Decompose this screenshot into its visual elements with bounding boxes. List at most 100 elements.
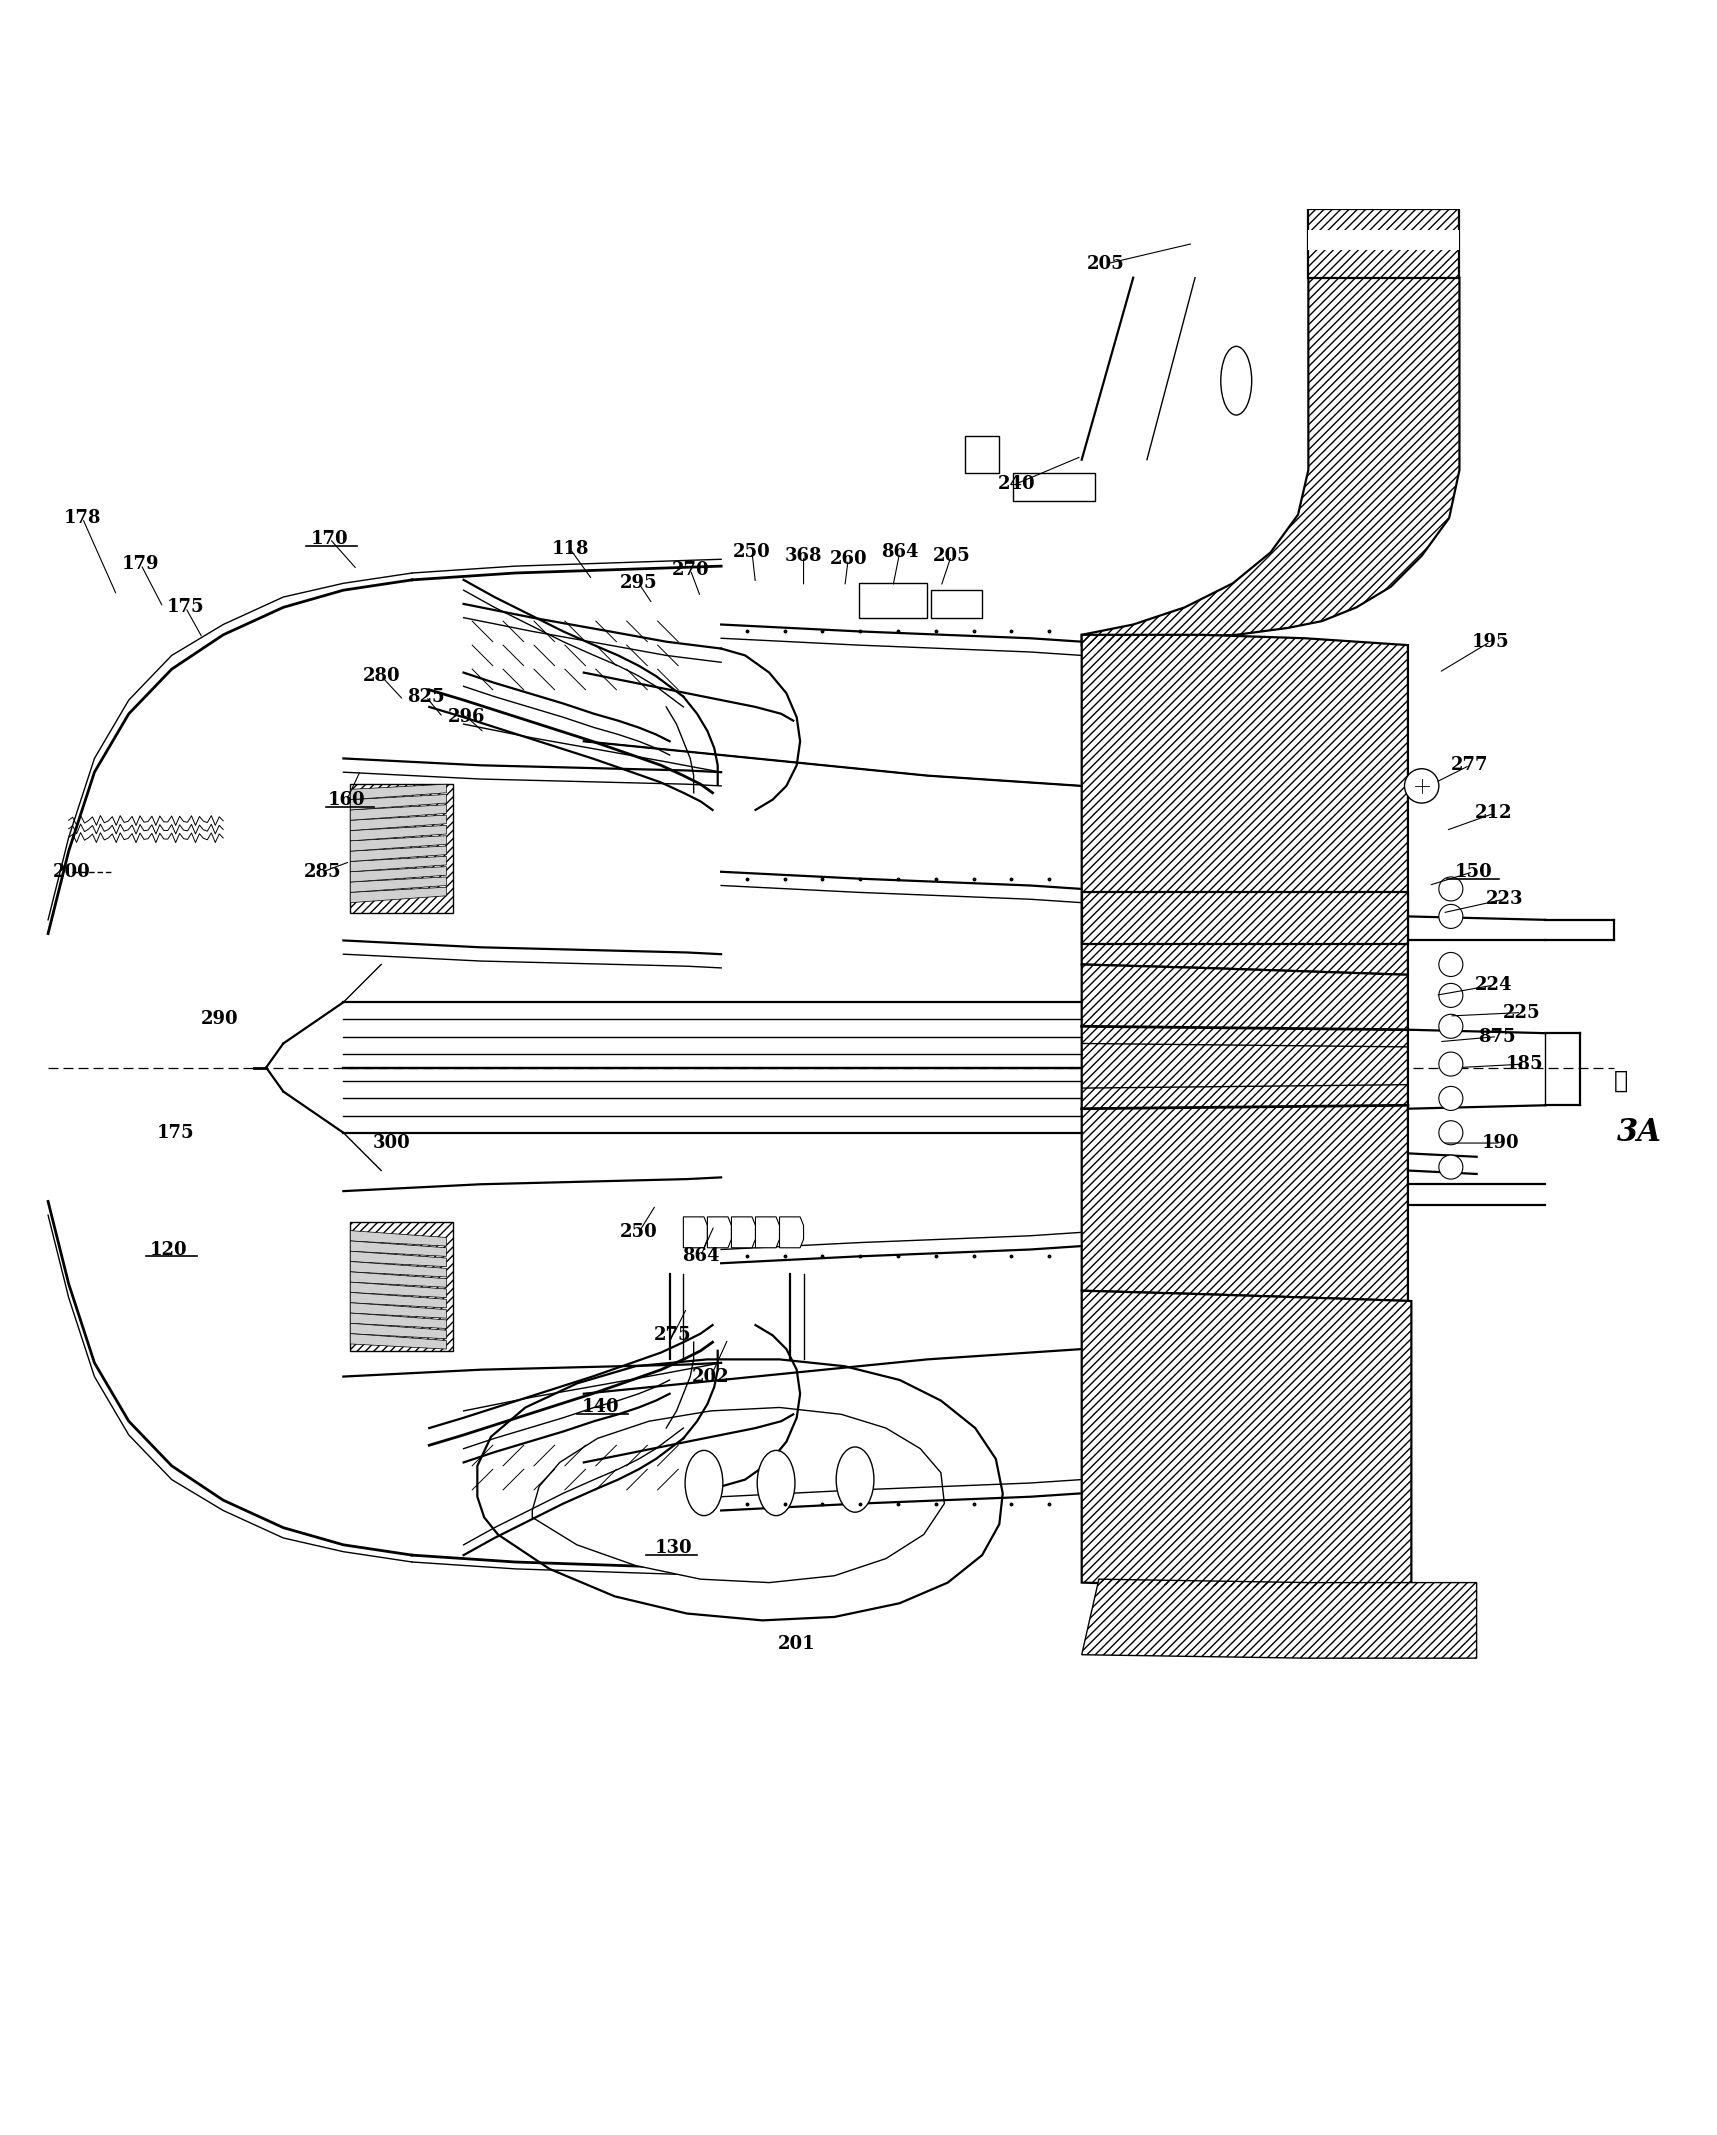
Text: 图: 图	[1614, 1070, 1628, 1093]
Bar	[350, 1221, 453, 1351]
Circle shape	[1405, 769, 1439, 803]
Bar	[1013, 474, 1095, 502]
Bar	[350, 784, 453, 914]
Bar	[350, 1221, 453, 1351]
Text: 178: 178	[64, 508, 101, 527]
Text: 285: 285	[304, 863, 342, 882]
Text: 118: 118	[551, 540, 589, 557]
Text: 202: 202	[692, 1369, 730, 1386]
Polygon shape	[350, 1313, 446, 1328]
Circle shape	[1439, 1155, 1463, 1179]
Text: 201: 201	[778, 1635, 816, 1652]
Polygon shape	[1308, 209, 1459, 278]
Polygon shape	[350, 1251, 446, 1266]
Polygon shape	[1082, 1292, 1411, 1588]
Polygon shape	[350, 784, 446, 801]
Circle shape	[1439, 952, 1463, 976]
Text: 275: 275	[654, 1326, 692, 1345]
Polygon shape	[350, 826, 446, 841]
Circle shape	[1439, 1121, 1463, 1144]
Text: 200: 200	[53, 863, 91, 882]
Text: 170: 170	[311, 529, 349, 549]
Polygon shape	[707, 1217, 731, 1247]
Circle shape	[1439, 1014, 1463, 1038]
Text: 195: 195	[1471, 632, 1509, 651]
Text: 295: 295	[620, 574, 658, 591]
Text: 130: 130	[654, 1539, 692, 1556]
Polygon shape	[350, 794, 446, 809]
Circle shape	[1439, 1087, 1463, 1110]
Polygon shape	[350, 856, 446, 871]
Polygon shape	[780, 1217, 804, 1247]
Circle shape	[1439, 984, 1463, 1008]
Ellipse shape	[1221, 346, 1252, 414]
Polygon shape	[350, 805, 446, 820]
Text: 260: 260	[829, 551, 867, 568]
Bar	[1308, 231, 1459, 250]
Text: 250: 250	[733, 544, 771, 562]
Text: 205: 205	[932, 547, 970, 566]
Bar	[931, 589, 982, 617]
Polygon shape	[350, 1272, 446, 1287]
Polygon shape	[350, 816, 446, 831]
Polygon shape	[755, 1217, 780, 1247]
Text: 864: 864	[682, 1247, 719, 1266]
Polygon shape	[1082, 634, 1408, 976]
Ellipse shape	[685, 1450, 723, 1516]
Polygon shape	[683, 1217, 707, 1247]
Polygon shape	[1082, 965, 1408, 1300]
Text: 160: 160	[328, 790, 366, 809]
Polygon shape	[350, 867, 446, 882]
Text: 300: 300	[373, 1134, 410, 1153]
Text: 223: 223	[1485, 890, 1523, 907]
Polygon shape	[350, 1283, 446, 1298]
Polygon shape	[350, 1302, 446, 1317]
Circle shape	[1439, 1053, 1463, 1076]
Text: 368: 368	[785, 547, 822, 566]
Text: 190: 190	[1482, 1134, 1520, 1153]
Text: 140: 140	[582, 1398, 620, 1416]
Polygon shape	[731, 1217, 755, 1247]
Bar	[1082, 892, 1408, 944]
Text: 825: 825	[407, 687, 445, 707]
Text: 864: 864	[881, 544, 919, 562]
Polygon shape	[350, 1240, 446, 1255]
Polygon shape	[1082, 278, 1459, 645]
Text: 175: 175	[167, 598, 204, 617]
Text: 224: 224	[1475, 976, 1513, 995]
Circle shape	[1439, 877, 1463, 901]
Polygon shape	[350, 1230, 446, 1247]
Text: 120: 120	[149, 1240, 187, 1258]
Polygon shape	[350, 835, 446, 852]
Text: 179: 179	[122, 555, 160, 574]
Polygon shape	[350, 1292, 446, 1309]
Ellipse shape	[836, 1448, 874, 1512]
Bar	[858, 583, 927, 617]
Polygon shape	[350, 1262, 446, 1277]
Text: 875: 875	[1478, 1027, 1516, 1046]
Bar	[965, 436, 999, 474]
Text: 225: 225	[1502, 1003, 1540, 1021]
Polygon shape	[350, 888, 446, 903]
Polygon shape	[532, 1407, 944, 1582]
Text: 175: 175	[156, 1123, 194, 1142]
Circle shape	[1439, 905, 1463, 929]
Text: 150: 150	[1454, 863, 1492, 882]
Ellipse shape	[757, 1450, 795, 1516]
Polygon shape	[350, 877, 446, 892]
Text: 277: 277	[1451, 756, 1489, 775]
Polygon shape	[350, 1324, 446, 1339]
Text: 205: 205	[1087, 254, 1125, 273]
Text: 212: 212	[1475, 805, 1513, 822]
Polygon shape	[350, 845, 446, 860]
Bar	[1082, 892, 1408, 944]
Polygon shape	[477, 1360, 1003, 1620]
Text: 185: 185	[1506, 1055, 1544, 1074]
Text: 270: 270	[671, 562, 709, 579]
Bar	[350, 784, 453, 914]
Text: 3A: 3A	[1617, 1117, 1662, 1149]
Polygon shape	[350, 1334, 446, 1349]
Text: 280: 280	[362, 666, 400, 685]
Text: 250: 250	[620, 1223, 658, 1240]
Text: 290: 290	[201, 1010, 239, 1029]
